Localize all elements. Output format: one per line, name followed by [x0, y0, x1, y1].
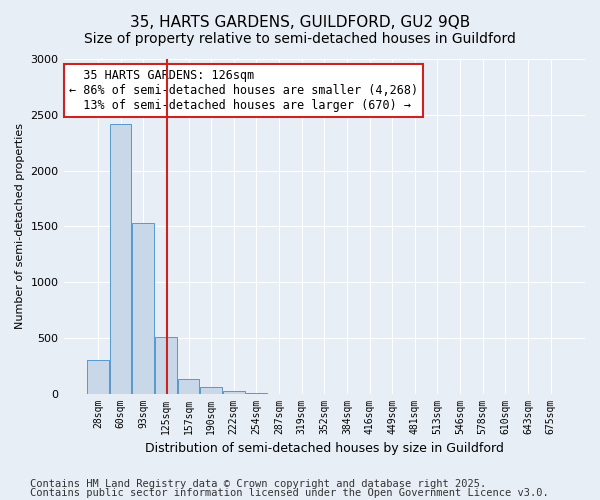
Bar	[178, 379, 199, 394]
Y-axis label: Number of semi-detached properties: Number of semi-detached properties	[15, 124, 25, 330]
X-axis label: Distribution of semi-detached houses by size in Guildford: Distribution of semi-detached houses by …	[145, 442, 504, 455]
Text: Contains HM Land Registry data © Crown copyright and database right 2025.: Contains HM Land Registry data © Crown c…	[30, 479, 486, 489]
Text: Size of property relative to semi-detached houses in Guildford: Size of property relative to semi-detach…	[84, 32, 516, 46]
Text: Contains public sector information licensed under the Open Government Licence v3: Contains public sector information licen…	[30, 488, 549, 498]
Bar	[200, 387, 222, 394]
Bar	[223, 391, 245, 394]
Bar	[155, 336, 176, 394]
Bar	[87, 360, 109, 394]
Text: 35 HARTS GARDENS: 126sqm
← 86% of semi-detached houses are smaller (4,268)
  13%: 35 HARTS GARDENS: 126sqm ← 86% of semi-d…	[69, 69, 418, 112]
Text: 35, HARTS GARDENS, GUILDFORD, GU2 9QB: 35, HARTS GARDENS, GUILDFORD, GU2 9QB	[130, 15, 470, 30]
Bar	[110, 124, 131, 394]
Bar	[245, 393, 267, 394]
Bar	[133, 223, 154, 394]
